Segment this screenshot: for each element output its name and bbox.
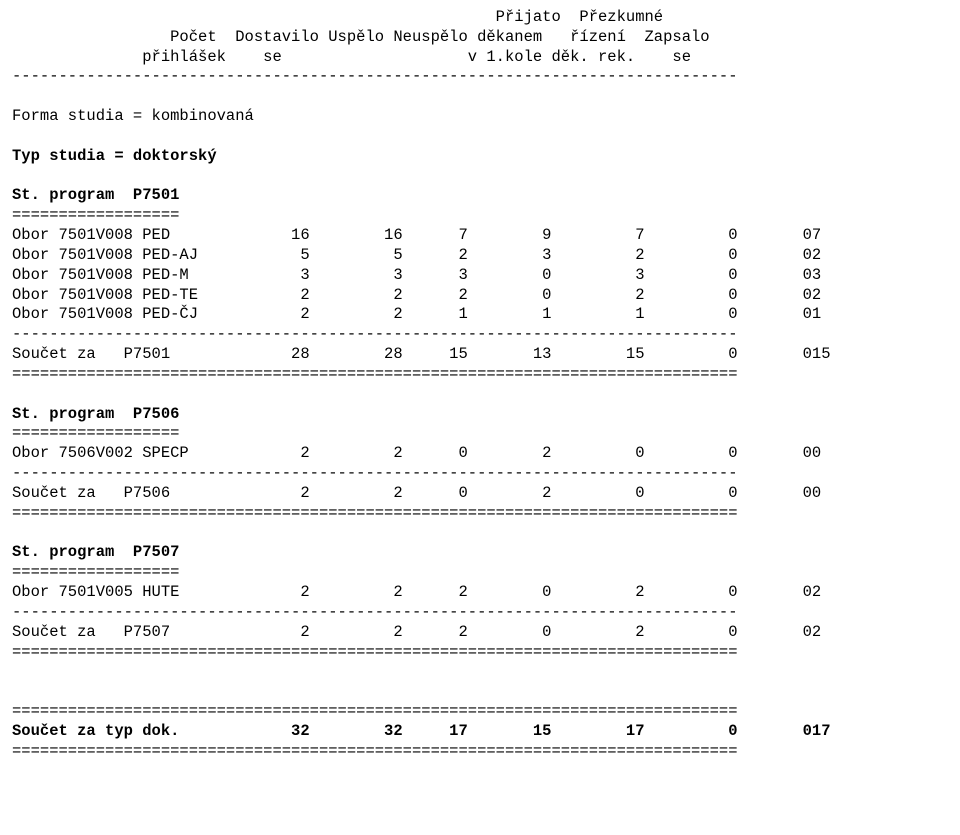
report-output: Přijato Přezkumné Počet Dostavilo Uspělo… bbox=[0, 0, 960, 769]
